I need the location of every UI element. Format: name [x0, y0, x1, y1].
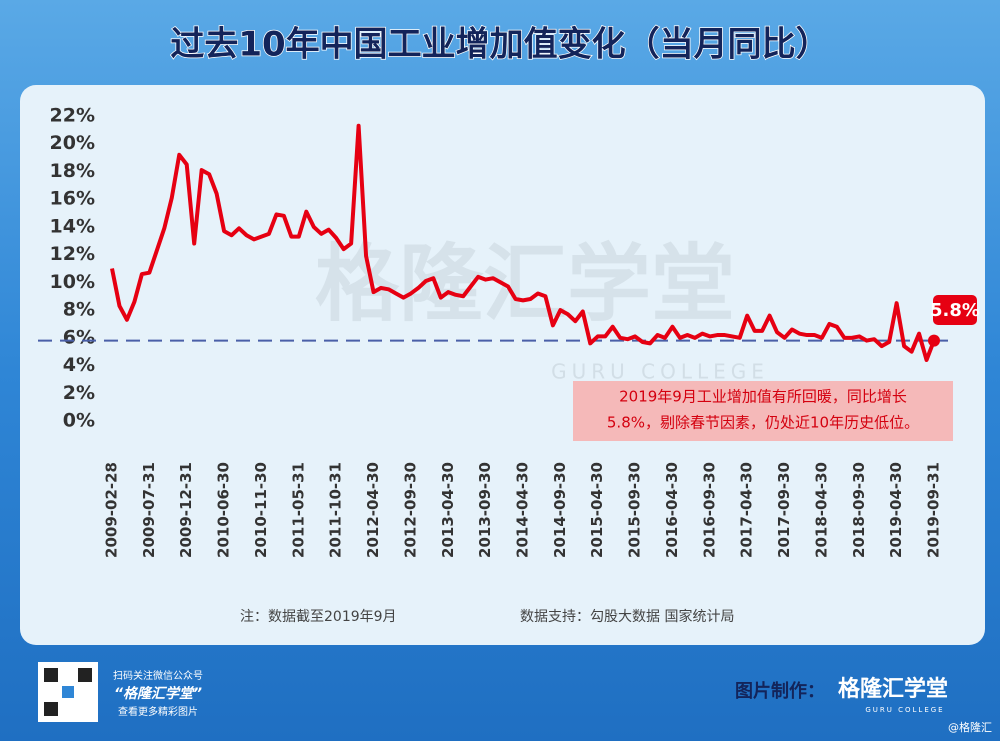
- x-tick-label: 2016-09-30: [700, 462, 718, 558]
- x-tick-label: 2012-04-30: [364, 462, 382, 558]
- y-tick-label: 8%: [63, 299, 95, 321]
- y-tick-label: 10%: [50, 271, 95, 293]
- x-tick-label: 2009-02-28: [103, 462, 121, 558]
- x-tick-label: 2015-09-30: [626, 462, 644, 558]
- annotation: 5.8%，剔除春节因素，仍处近10年历史低位。: [607, 414, 919, 432]
- x-tick-label: 2009-12-31: [177, 462, 195, 558]
- qr-text: “格隆汇学堂”: [114, 685, 202, 702]
- brand: 格隆汇学堂: [838, 676, 948, 702]
- end-label-box: [933, 295, 977, 325]
- end-point: [928, 334, 940, 347]
- y-tick-label: 14%: [50, 215, 95, 237]
- y-tick-label: 4%: [63, 354, 95, 376]
- x-tick-label: 2018-04-30: [812, 462, 830, 558]
- x-tick-label: 2009-07-31: [140, 462, 158, 558]
- x-tick-label: 2017-09-30: [775, 462, 793, 558]
- watermark: 格隆汇学堂: [315, 235, 735, 333]
- watermark-sub: GURU COLLEGE: [551, 360, 769, 384]
- x-tick-label: 2014-09-30: [551, 462, 569, 558]
- x-tick-label: 2015-04-30: [588, 462, 606, 558]
- y-tick-label: 22%: [50, 105, 95, 127]
- end-label: 5.8%: [930, 300, 980, 321]
- qr-logo: [62, 686, 74, 698]
- y-tick-label: 12%: [50, 243, 95, 265]
- x-tick-label: 2019-09-31: [925, 462, 943, 558]
- chart-panel: [20, 85, 985, 645]
- y-tick-label: 18%: [50, 160, 95, 182]
- qr-corner: [44, 702, 58, 716]
- plot: 0% 2% 4% 6% 8% 10% 12% 14% 16% 18% 20% 22% 2009-02-2…: [38, 105, 948, 558]
- y-tick-label: 20%: [50, 132, 95, 154]
- credit: @格隆汇: [948, 720, 992, 734]
- x-tick-label: 2016-04-30: [663, 462, 681, 558]
- data-line: [110, 123, 936, 362]
- x-tick-label: 2018-09-30: [850, 462, 868, 558]
- qr-text: 查看更多精彩图片: [118, 705, 198, 718]
- x-tick-label: 2013-09-30: [476, 462, 494, 558]
- x-tick-label: 2011-05-31: [289, 462, 307, 558]
- x-tick-label: 2017-04-30: [738, 462, 756, 558]
- x-tick-label: 2013-04-30: [439, 462, 457, 558]
- y-tick-label: 16%: [50, 188, 95, 210]
- x-tick-label: 2010-11-30: [252, 462, 270, 558]
- x-tick-label: 2010-06-30: [215, 462, 233, 558]
- x-tick-label: 2012-09-30: [401, 462, 419, 558]
- annotation-box: [573, 381, 953, 441]
- chart-title: 过去10年中国工业增加值变化（当月同比）: [170, 25, 829, 65]
- source: 数据支持：勾股大数据 国家统计局: [520, 608, 734, 625]
- note: 注：数据截至2019年9月: [240, 609, 397, 625]
- brand-sub: GURU COLLEGE: [865, 706, 944, 714]
- qr-corner: [44, 668, 58, 682]
- x-tick-label: 2011-10-31: [327, 462, 345, 558]
- x-tick-label: 2014-04-30: [514, 462, 532, 558]
- annotation: 2019年9月工业增加值有所回暖，同比增长: [619, 388, 907, 406]
- x-tick-label: 2019-04-30: [887, 462, 905, 558]
- y-tick-label: 2%: [63, 382, 95, 404]
- maker: 图片制作：: [735, 680, 825, 702]
- qr-corner: [78, 668, 92, 682]
- qr-text: 扫码关注微信公众号: [113, 669, 203, 682]
- y-tick-label: 0%: [63, 410, 95, 432]
- y-tick-label: 6%: [63, 326, 95, 348]
